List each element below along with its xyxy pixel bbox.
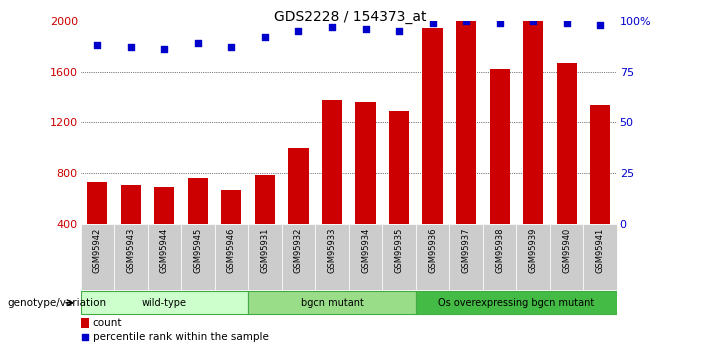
FancyBboxPatch shape — [81, 224, 114, 290]
Bar — [590, 105, 610, 224]
Text: Os overexpressing bgcn mutant: Os overexpressing bgcn mutant — [438, 298, 594, 308]
Bar — [188, 178, 208, 224]
FancyBboxPatch shape — [449, 224, 483, 290]
FancyBboxPatch shape — [148, 224, 181, 290]
Text: GSM95946: GSM95946 — [227, 228, 236, 273]
Text: GDS2228 / 154373_at: GDS2228 / 154373_at — [274, 10, 427, 24]
Bar — [222, 190, 241, 224]
Point — [461, 18, 472, 23]
Text: GSM95943: GSM95943 — [126, 228, 135, 273]
Point — [293, 28, 304, 34]
FancyBboxPatch shape — [583, 224, 617, 290]
Point — [494, 20, 505, 26]
Text: GSM95945: GSM95945 — [193, 228, 203, 273]
Point — [561, 20, 572, 26]
Text: GSM95932: GSM95932 — [294, 228, 303, 273]
Point — [527, 18, 538, 23]
Text: GSM95939: GSM95939 — [529, 228, 538, 273]
Text: GSM95941: GSM95941 — [596, 228, 605, 273]
Bar — [255, 175, 275, 224]
FancyBboxPatch shape — [315, 224, 349, 290]
Text: count: count — [93, 318, 122, 328]
Bar — [423, 28, 442, 224]
Point — [226, 45, 237, 50]
Point — [594, 22, 606, 28]
Text: GSM95937: GSM95937 — [461, 228, 470, 273]
Point — [245, 272, 257, 277]
Bar — [88, 182, 107, 224]
Text: wild-type: wild-type — [142, 298, 187, 308]
Point — [92, 42, 103, 48]
Point — [427, 20, 438, 26]
Bar — [355, 102, 376, 224]
Text: GSM95942: GSM95942 — [93, 228, 102, 273]
Point — [393, 28, 404, 34]
FancyBboxPatch shape — [416, 291, 617, 314]
Text: GSM95940: GSM95940 — [562, 228, 571, 273]
Bar — [322, 100, 342, 224]
Bar — [557, 63, 577, 224]
FancyBboxPatch shape — [181, 224, 215, 290]
FancyBboxPatch shape — [550, 224, 583, 290]
Text: percentile rank within the sample: percentile rank within the sample — [93, 332, 268, 342]
Bar — [389, 111, 409, 224]
FancyBboxPatch shape — [81, 291, 248, 314]
Text: GSM95931: GSM95931 — [261, 228, 269, 273]
FancyBboxPatch shape — [282, 224, 315, 290]
Bar — [121, 185, 141, 224]
Point — [192, 40, 203, 46]
Bar — [523, 21, 543, 224]
FancyBboxPatch shape — [416, 224, 449, 290]
Point — [159, 47, 170, 52]
Text: bgcn mutant: bgcn mutant — [301, 298, 363, 308]
Text: GSM95938: GSM95938 — [495, 228, 504, 273]
FancyBboxPatch shape — [215, 224, 248, 290]
FancyBboxPatch shape — [382, 224, 416, 290]
Text: GSM95934: GSM95934 — [361, 228, 370, 273]
Bar — [456, 21, 476, 224]
Text: GSM95933: GSM95933 — [327, 228, 336, 273]
FancyBboxPatch shape — [349, 224, 382, 290]
Bar — [288, 148, 308, 224]
Point — [259, 34, 271, 40]
Bar — [81, 318, 88, 328]
FancyBboxPatch shape — [248, 224, 282, 290]
Point — [125, 45, 137, 50]
Bar — [489, 69, 510, 224]
Text: GSM95936: GSM95936 — [428, 228, 437, 273]
FancyBboxPatch shape — [114, 224, 148, 290]
Point — [360, 26, 371, 32]
FancyBboxPatch shape — [248, 291, 416, 314]
FancyBboxPatch shape — [517, 224, 550, 290]
Point — [327, 24, 338, 30]
Text: GSM95935: GSM95935 — [395, 228, 404, 273]
FancyBboxPatch shape — [483, 224, 517, 290]
Bar — [154, 187, 175, 224]
Text: genotype/variation: genotype/variation — [7, 298, 106, 308]
Text: GSM95944: GSM95944 — [160, 228, 169, 273]
